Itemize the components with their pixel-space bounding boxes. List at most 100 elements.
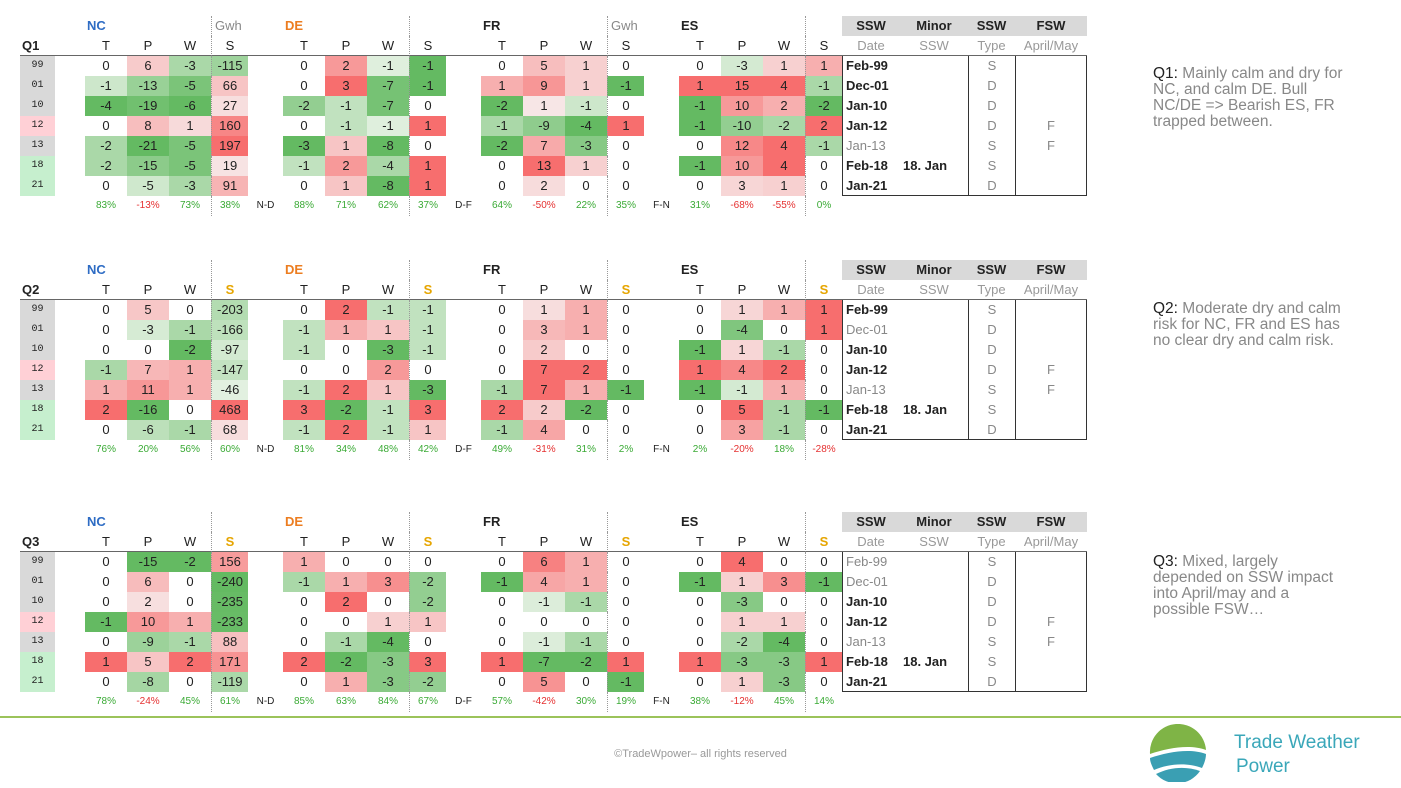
- value-cell: -1: [325, 632, 367, 652]
- minor-ssw: [900, 572, 968, 592]
- value-cell: 0: [102, 342, 110, 357]
- value-cell: -2: [565, 652, 607, 672]
- spacer: [763, 16, 805, 36]
- value-cell: 1: [367, 612, 409, 632]
- ssw-date: Jan-21: [842, 420, 900, 440]
- ssw-header-minor: Minor: [900, 16, 968, 36]
- value-cell: -2: [325, 652, 367, 672]
- value-cell: 1: [763, 56, 805, 76]
- value-cell: 0: [102, 574, 110, 589]
- value-cell: 0: [805, 360, 842, 380]
- column-header-t: T: [85, 532, 127, 552]
- value-cell: -1: [481, 116, 523, 136]
- value-cell: -1: [169, 420, 211, 440]
- ssw-type: S: [968, 380, 1015, 400]
- fsw-value: [1015, 156, 1087, 176]
- ssw-date: Feb-18: [842, 156, 900, 176]
- hit-rate: -28%: [805, 440, 842, 460]
- ssw-subheader-fsw_sub: April/May: [1015, 532, 1087, 552]
- hit-rate: -13%: [136, 200, 160, 211]
- ssw-type: D: [968, 360, 1015, 380]
- value-cell: -2: [565, 400, 607, 420]
- fsw-value: [1015, 56, 1087, 76]
- ssw-type: D: [968, 176, 1015, 196]
- unit-label: [805, 16, 842, 36]
- value-cell: 1: [325, 320, 367, 340]
- value-cell: -1: [679, 340, 721, 360]
- year-label: 99: [20, 552, 55, 572]
- fsw-value: F: [1015, 612, 1087, 632]
- value-cell: -3: [367, 672, 409, 692]
- spacer: [644, 320, 679, 340]
- value-cell: 1: [763, 380, 805, 400]
- value-cell: 1: [409, 156, 446, 176]
- value-cell: -3: [721, 652, 763, 672]
- value-cell: -2: [481, 136, 523, 156]
- spacer: [900, 196, 968, 216]
- value-cell: 0: [300, 178, 308, 193]
- ssw-header-ssw: SSW: [842, 260, 900, 280]
- column-header-p: P: [721, 36, 763, 56]
- spacer: [248, 36, 283, 56]
- value-cell: -1: [523, 592, 565, 612]
- spacer: [325, 260, 367, 280]
- value-cell: -15: [127, 156, 169, 176]
- value-cell: 0: [102, 422, 110, 437]
- value-cell: 7: [523, 136, 565, 156]
- value-cell: 197: [211, 136, 248, 156]
- value-cell: 0: [805, 592, 842, 612]
- column-header-s: S: [805, 532, 842, 552]
- value-cell: 1: [763, 176, 805, 196]
- column-header-p: P: [127, 280, 169, 300]
- value-cell: 0: [102, 674, 110, 689]
- value-cell: -7: [367, 96, 409, 116]
- spacer: [446, 76, 481, 96]
- spacer: [446, 672, 481, 692]
- hit-rate: 22%: [575, 200, 596, 211]
- value-cell: -1: [283, 420, 325, 440]
- spacer: [409, 460, 446, 512]
- hit-rate: 45%: [179, 696, 200, 707]
- value-cell: 1: [805, 56, 842, 76]
- hit-rate: 30%: [575, 696, 596, 707]
- value-cell: 1: [565, 380, 607, 400]
- spacer: [607, 216, 644, 260]
- year-label: 10: [20, 592, 55, 612]
- column-header-t: T: [679, 280, 721, 300]
- value-cell: 1: [169, 116, 211, 136]
- ssw-header-ssw2: SSW: [968, 260, 1015, 280]
- region-label-fr: FR: [483, 514, 501, 529]
- value-cell: 7: [523, 360, 565, 380]
- value-cell: 1: [409, 420, 446, 440]
- value-cell: 0: [342, 614, 350, 629]
- value-cell: 0: [498, 158, 506, 173]
- spacer: [55, 76, 85, 96]
- period-label: N-D: [256, 200, 275, 211]
- value-cell: 0: [409, 632, 446, 652]
- hit-rate: 71%: [335, 200, 356, 211]
- column-header-s: S: [211, 36, 248, 56]
- value-cell: -1: [367, 300, 409, 320]
- unit-label: [211, 512, 248, 532]
- value-cell: -235: [211, 592, 248, 612]
- value-cell: 8: [127, 116, 169, 136]
- column-header-s: S: [409, 36, 446, 56]
- ssw-date: Dec-01: [842, 572, 900, 592]
- value-cell: 0: [102, 594, 110, 609]
- spacer: [644, 76, 679, 96]
- value-cell: 2: [763, 96, 805, 116]
- ssw-header-fsw: FSW: [1015, 260, 1087, 280]
- value-cell: 0: [696, 674, 704, 689]
- fsw-value: [1015, 672, 1087, 692]
- spacer: [446, 512, 481, 532]
- period-label: F-N: [653, 200, 670, 211]
- value-cell: 0: [102, 118, 110, 133]
- value-cell: 156: [211, 552, 248, 572]
- value-cell: 0: [498, 178, 506, 193]
- value-cell: 1: [169, 360, 211, 380]
- value-cell: 0: [186, 674, 194, 689]
- value-cell: 0: [102, 178, 110, 193]
- value-cell: 66: [211, 76, 248, 96]
- fsw-value: [1015, 400, 1087, 420]
- ssw-date: Feb-99: [842, 552, 900, 572]
